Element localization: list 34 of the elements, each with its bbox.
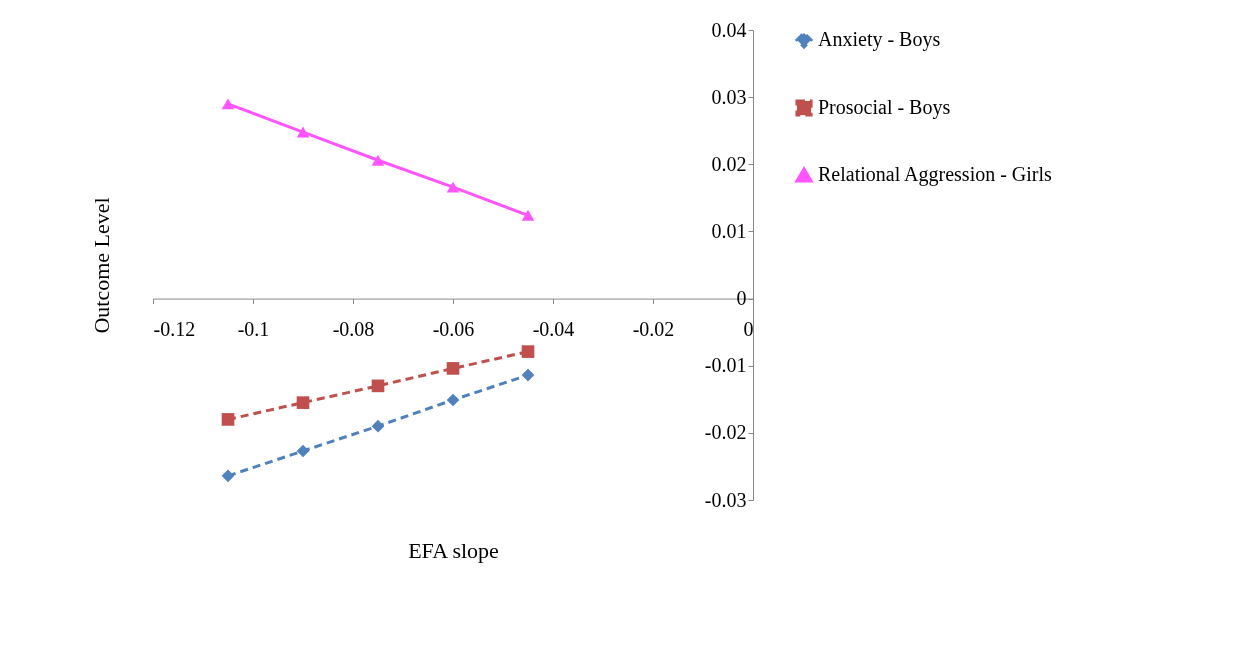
point bbox=[521, 209, 535, 221]
x-tick-label: -0.04 bbox=[532, 318, 575, 341]
point bbox=[446, 362, 460, 375]
point bbox=[521, 368, 535, 382]
y-tick-label: 0 bbox=[736, 287, 747, 310]
x-tick-label: -0.1 bbox=[237, 318, 270, 341]
point bbox=[296, 444, 310, 458]
point bbox=[446, 393, 460, 407]
y-axis-title: Outcome Level bbox=[88, 197, 114, 334]
y-tick-label: -0.03 bbox=[704, 488, 747, 511]
x-axis-title: EFA slope bbox=[408, 537, 499, 563]
y-tick-label: 0.04 bbox=[711, 18, 747, 41]
y-tick-label: -0.01 bbox=[704, 354, 747, 377]
legend-label: Prosocial - Boys bbox=[818, 96, 951, 119]
point bbox=[296, 126, 310, 138]
point bbox=[221, 98, 235, 110]
point bbox=[521, 345, 535, 358]
y-tick-label: 0.02 bbox=[711, 152, 747, 175]
y-tick-label: 0.03 bbox=[711, 85, 747, 108]
legend-label: Relational Aggression - Girls bbox=[818, 163, 1053, 186]
point bbox=[371, 419, 385, 433]
legend-label: Anxiety - Boys bbox=[818, 28, 941, 51]
y-tick-label: -0.02 bbox=[704, 421, 747, 444]
x-tick-label: -0.02 bbox=[632, 318, 675, 341]
point bbox=[296, 396, 310, 409]
x-tick-label: -0.06 bbox=[432, 318, 475, 341]
y-tick-label: 0.01 bbox=[711, 219, 747, 242]
point bbox=[221, 469, 235, 483]
x-tick-label: -0.08 bbox=[332, 318, 375, 341]
x-tick-label: -0.12 bbox=[153, 318, 196, 341]
point bbox=[446, 181, 460, 193]
point bbox=[371, 154, 385, 166]
point bbox=[371, 379, 385, 393]
point bbox=[221, 413, 235, 426]
